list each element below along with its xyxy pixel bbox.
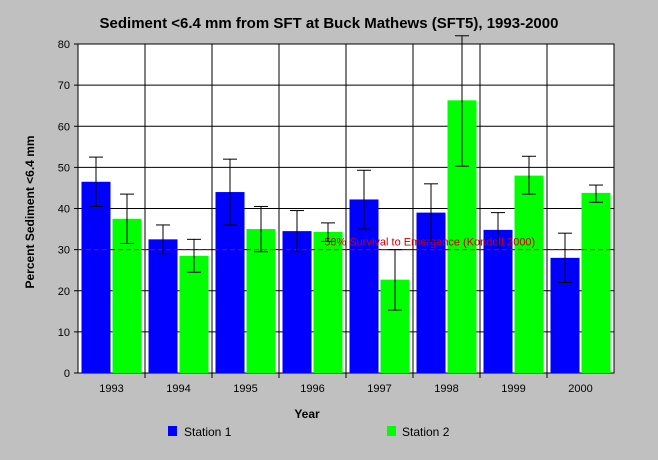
x-axis-ticks: 1993 1994 1995 1996 1997 1998 1999 2000 [99, 373, 593, 395]
error-bars [89, 35, 603, 311]
x-tick-label: 1995 [233, 383, 257, 395]
legend-label-station-2: Station 2 [402, 425, 450, 439]
y-tick-label: 10 [58, 327, 70, 339]
reference-line-group: 50% Survival to Emergence (Kondolf 2000) [78, 237, 614, 251]
y-tick-label: 40 [58, 204, 70, 216]
y-tick-label: 0 [64, 368, 70, 380]
bar-station-2-1996 [313, 231, 343, 373]
y-axis-label: Percent Sediment <6.4 mm [23, 135, 37, 288]
bar-station-2-1994 [179, 255, 209, 373]
legend-swatch-station-1 [168, 426, 177, 436]
y-tick-label: 60 [58, 121, 70, 133]
bar-station-1-1999 [483, 229, 513, 373]
bar-station-1-1993 [81, 181, 111, 373]
bar-station-2-1993 [112, 218, 142, 373]
y-tick-label: 20 [58, 286, 70, 298]
legend-label-station-1: Station 1 [184, 425, 232, 439]
y-tick-label: 70 [58, 80, 70, 92]
y-tick-label: 50 [58, 162, 70, 174]
y-tick-label: 30 [58, 245, 70, 257]
reference-line-label: 50% Survival to Emergence (Kondolf 2000) [324, 237, 535, 249]
legend: Station 1 Station 2 [168, 425, 450, 439]
bar-station-2-2000 [581, 192, 611, 373]
bar-station-2-1995 [246, 229, 276, 373]
bars [81, 100, 611, 373]
legend-swatch-station-2 [387, 426, 396, 436]
x-axis-label: Year [294, 407, 320, 421]
x-tick-label: 1994 [166, 383, 190, 395]
bar-station-1-1994 [148, 239, 178, 373]
y-axis-ticks: 0 10 20 30 40 50 60 70 80 [58, 39, 78, 380]
x-tick-label: 1998 [434, 383, 458, 395]
chart-title: Sediment <6.4 mm from SFT at Buck Mathew… [100, 15, 559, 32]
x-tick-label: 1997 [367, 383, 391, 395]
x-tick-label: 1996 [300, 383, 324, 395]
bar-station-2-1999 [514, 175, 544, 373]
x-tick-label: 1993 [99, 383, 123, 395]
bar-station-1-1996 [282, 231, 312, 373]
x-tick-label: 2000 [568, 383, 592, 395]
y-tick-label: 80 [58, 39, 70, 51]
x-tick-label: 1999 [501, 383, 525, 395]
